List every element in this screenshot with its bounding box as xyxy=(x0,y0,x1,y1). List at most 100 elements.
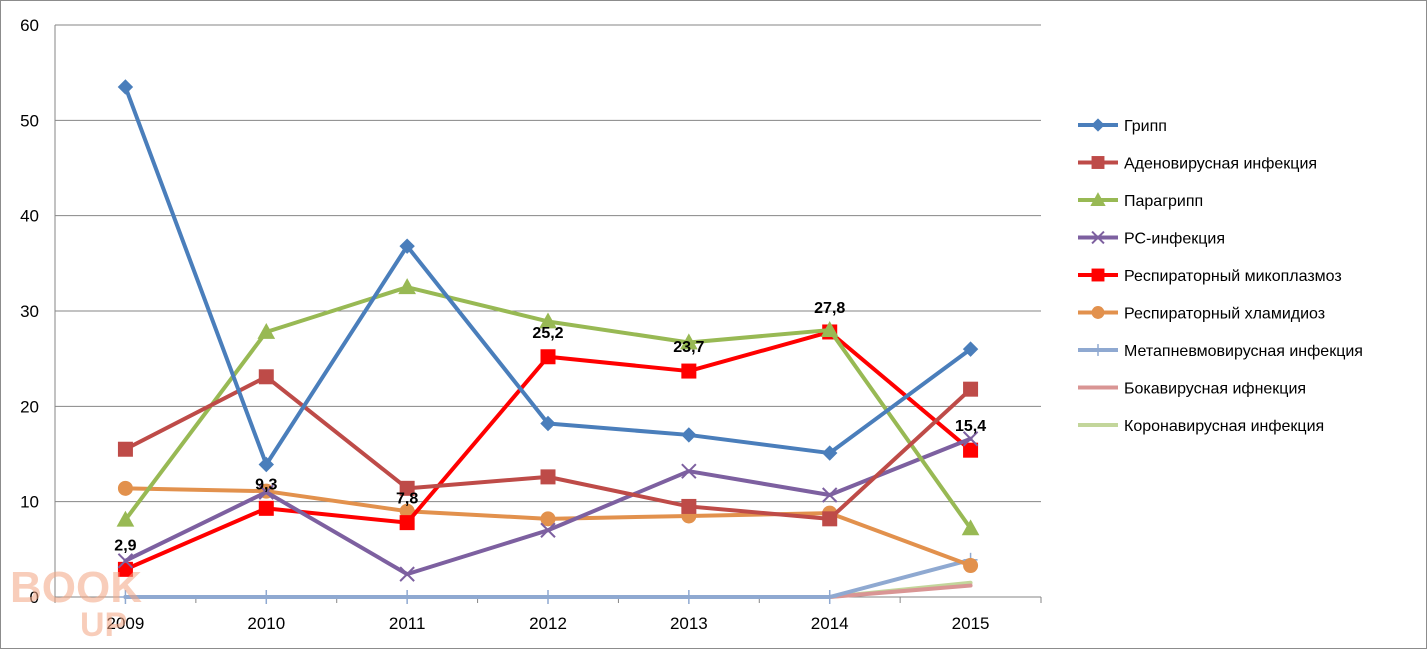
data-label: 7,8 xyxy=(396,491,418,508)
data-point xyxy=(258,500,274,516)
legend-marker xyxy=(1090,192,1106,206)
data-point xyxy=(540,415,556,432)
data-point xyxy=(116,510,135,527)
x-tick-label: 2011 xyxy=(389,614,426,633)
y-tick-label: 20 xyxy=(20,397,39,416)
data-point xyxy=(822,445,838,461)
data-point xyxy=(398,278,416,295)
legend-label: Метапневмовирусная инфекция xyxy=(1124,343,1363,360)
series-line xyxy=(123,84,973,467)
y-tick-label: 0 xyxy=(30,588,39,607)
axes: 0 10 20 30 40 50 60 2009 2010 2011 2012 2013 2014 201… xyxy=(20,16,1042,633)
data-point xyxy=(539,312,557,329)
data-point xyxy=(962,431,979,447)
data-point xyxy=(258,369,274,385)
legend-label: РС-инфекция xyxy=(1124,231,1225,248)
data-point xyxy=(541,590,555,604)
marker-stroke xyxy=(822,487,838,503)
x-tick-label: 2014 xyxy=(811,614,849,633)
data-point xyxy=(681,590,696,604)
x-tick-label: 2012 xyxy=(529,614,567,633)
data-point xyxy=(822,590,837,604)
legend-label: Коронавирусная инфекция xyxy=(1124,418,1324,435)
legend-marker xyxy=(1092,344,1104,356)
data-point xyxy=(681,427,697,443)
legend-label: Респираторный хламидиоз xyxy=(1124,306,1325,323)
data-point xyxy=(681,463,697,479)
data-point xyxy=(822,487,838,503)
y-tick-label: 50 xyxy=(20,111,39,130)
data-point xyxy=(540,349,556,365)
legend-item: Бокавирусная ифнекция xyxy=(1078,381,1306,398)
data-point xyxy=(259,590,274,604)
legend-marker xyxy=(1091,268,1105,282)
data-point xyxy=(399,238,415,254)
legend: Грипп Аденовирусная инфекция Парагрипп РС-и… xyxy=(1078,118,1363,435)
legend-marker xyxy=(1091,118,1105,132)
legend-label: Аденовирусная инфекция xyxy=(1124,156,1317,173)
data-labels: 2,9 9,3 7,8 25,2 23,7 27,8 15,4 xyxy=(114,300,986,554)
series-4 xyxy=(117,431,979,582)
data-point xyxy=(258,484,274,500)
gridlines xyxy=(55,24,1041,503)
data-point xyxy=(117,441,133,457)
data-point xyxy=(400,590,415,604)
x-tick-label: 2015 xyxy=(952,614,990,633)
data-label: 25,2 xyxy=(532,325,563,342)
legend-item: Метапневмовирусная инфекция xyxy=(1078,343,1363,360)
marker-stroke xyxy=(681,463,697,479)
data-point xyxy=(117,480,133,496)
series-3 xyxy=(116,278,980,536)
legend-label: Респираторный микоплазмоз xyxy=(1124,268,1342,285)
series-1 xyxy=(117,79,979,473)
legend-label: Бокавирусная ифнекция xyxy=(1124,381,1306,398)
y-tick-label: 40 xyxy=(20,207,39,226)
data-point xyxy=(681,363,697,379)
legend-item: Парагрипп xyxy=(1078,192,1203,210)
data-point xyxy=(399,515,415,531)
legend-item: Аденовирусная инфекция xyxy=(1078,156,1317,173)
data-point xyxy=(961,519,980,536)
series-5 xyxy=(117,324,979,577)
data-label: 27,8 xyxy=(814,300,845,317)
legend-item: Коронавирусная инфекция xyxy=(1078,418,1324,435)
data-point xyxy=(399,480,415,496)
series-7 xyxy=(118,552,978,604)
data-point xyxy=(257,322,276,339)
x-tick-label: 2013 xyxy=(670,614,708,633)
x-tick-label: 2009 xyxy=(107,614,145,633)
data-point xyxy=(681,498,697,514)
data-label: 9,3 xyxy=(255,476,277,493)
legend-item: Грипп xyxy=(1078,118,1167,135)
marker-stroke xyxy=(117,553,134,569)
data-label: 15,4 xyxy=(955,418,986,435)
legend-marker xyxy=(1091,230,1105,245)
data-point xyxy=(963,442,979,458)
data-point xyxy=(117,79,134,95)
marker-stroke xyxy=(258,484,274,500)
data-point xyxy=(820,321,839,337)
data-point xyxy=(963,381,979,397)
data-point xyxy=(258,456,274,473)
marker-stroke xyxy=(540,522,556,538)
legend-item: РС-инфекция xyxy=(1078,231,1225,248)
data-point xyxy=(399,566,415,582)
x-tick-label: 2010 xyxy=(247,614,285,633)
y-tick-label: 60 xyxy=(20,16,39,35)
series-2 xyxy=(117,369,979,527)
marker-stroke xyxy=(1091,230,1105,245)
legend-marker xyxy=(1091,156,1105,169)
series-6 xyxy=(117,480,979,574)
data-point xyxy=(540,511,556,527)
data-point xyxy=(540,522,556,538)
data-point xyxy=(963,558,979,574)
data-point xyxy=(962,341,979,357)
data-point xyxy=(540,469,556,485)
marker-stroke xyxy=(962,431,979,447)
series-line xyxy=(123,329,973,572)
data-point xyxy=(822,511,838,527)
data-point xyxy=(117,553,134,569)
data-point xyxy=(680,333,698,350)
